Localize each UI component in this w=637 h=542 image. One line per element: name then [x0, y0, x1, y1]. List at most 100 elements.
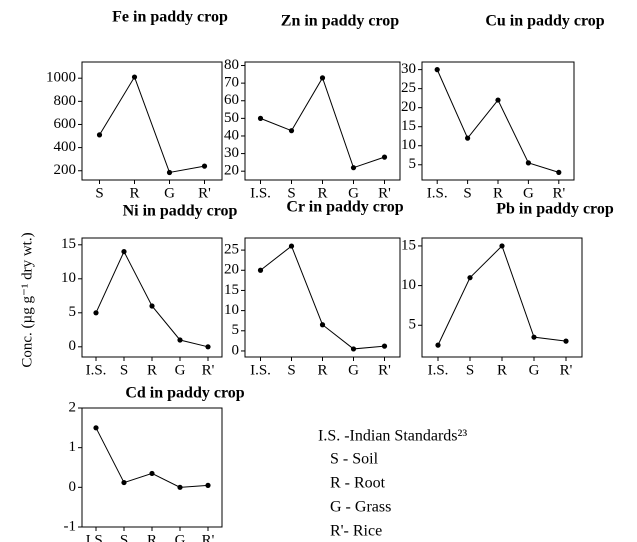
- x-tick-label: S: [287, 185, 295, 201]
- x-tick-label: S: [95, 185, 103, 201]
- data-point: [205, 482, 211, 488]
- data-point: [350, 346, 357, 352]
- data-point: [93, 310, 99, 316]
- chart-title: Cr in paddy crop: [286, 199, 403, 216]
- data-point: [121, 479, 127, 486]
- data-point: [257, 115, 264, 121]
- y-tick-label: 15: [224, 282, 239, 298]
- x-tick-label: R: [317, 185, 327, 201]
- y-tick-label: 80: [224, 57, 239, 73]
- x-tick-label: G: [529, 362, 540, 378]
- data-point: [434, 67, 440, 73]
- x-tick-label: G: [175, 362, 186, 378]
- x-tick-label: R': [378, 185, 391, 201]
- x-tick-label: R': [560, 362, 573, 378]
- data-line: [437, 245, 567, 346]
- y-tick-label: 1: [69, 439, 77, 455]
- y-tick-label: 10: [401, 137, 416, 153]
- data-point: [177, 484, 183, 490]
- y-tick-label: 600: [54, 116, 77, 132]
- y-tick-label: -1: [64, 518, 77, 534]
- chart-title: Cd in paddy crop: [125, 385, 244, 402]
- y-tick-label: 25: [224, 242, 239, 258]
- data-point: [149, 303, 155, 309]
- data-point: [563, 338, 569, 344]
- x-tick-label: S: [120, 532, 128, 542]
- x-tick-label: R: [493, 185, 503, 201]
- key-entry: I.S. -Indian Standards²³: [318, 428, 467, 445]
- x-tick-label: R: [129, 185, 139, 201]
- chart-title: Cu in paddy crop: [485, 13, 604, 30]
- y-tick-label: 30: [401, 61, 416, 77]
- x-tick-label: I.S.: [86, 362, 107, 378]
- y-tick-label: 30: [224, 145, 239, 161]
- data-line: [260, 76, 385, 169]
- y-tick-label: 0: [69, 338, 77, 354]
- plot-frame: [244, 237, 401, 358]
- data-point: [499, 243, 505, 249]
- y-tick-label: 200: [54, 162, 77, 178]
- y-tick-label: 1000: [46, 70, 76, 86]
- data-point: [381, 154, 388, 160]
- y-tick-label: 20: [224, 262, 239, 278]
- y-tick-label: 20: [224, 163, 239, 179]
- data-point: [495, 97, 501, 103]
- data-point: [205, 344, 211, 350]
- y-tick-label: 70: [224, 75, 239, 91]
- data-point: [93, 425, 99, 431]
- data-point: [319, 322, 326, 328]
- data-line: [95, 427, 209, 488]
- y-tick-label: 5: [409, 317, 417, 333]
- key-entry: R'- Rice: [330, 523, 382, 540]
- x-tick-label: I.S.: [250, 185, 271, 201]
- data-point: [131, 74, 138, 80]
- key-entry: S - Soil: [330, 451, 379, 468]
- x-tick-label: G: [523, 185, 534, 201]
- data-point: [350, 165, 357, 171]
- data-point: [381, 343, 388, 349]
- y-tick-label: 10: [224, 302, 239, 318]
- y-tick-label: 2: [69, 399, 77, 415]
- x-tick-label: S: [463, 185, 471, 201]
- x-tick-label: S: [120, 362, 128, 378]
- chart-title: Pb in paddy crop: [496, 201, 614, 218]
- x-tick-label: R': [552, 185, 565, 201]
- plot-frame: [421, 61, 575, 181]
- plot-frame: [421, 237, 583, 358]
- y-tick-label: 25: [401, 80, 416, 96]
- x-tick-label: R: [497, 362, 507, 378]
- y-tick-label: 60: [224, 92, 239, 108]
- y-axis-label: Conc. (µg g⁻¹ dry wt.): [19, 232, 35, 367]
- chart-title: Fe in paddy crop: [112, 9, 228, 26]
- x-tick-label: R': [202, 362, 215, 378]
- data-point: [96, 132, 103, 138]
- x-tick-label: I.S.: [427, 185, 448, 201]
- data-point: [201, 163, 208, 169]
- y-tick-label: 5: [232, 322, 240, 338]
- data-point: [257, 267, 264, 273]
- x-tick-label: I.S.: [250, 362, 271, 378]
- data-point: [435, 342, 441, 348]
- data-point: [467, 275, 473, 281]
- data-point: [525, 160, 532, 166]
- x-tick-label: R': [202, 532, 215, 542]
- y-tick-label: 0: [69, 479, 77, 495]
- data-line: [436, 69, 559, 173]
- data-point: [531, 334, 537, 340]
- key-entry: G - Grass: [330, 499, 391, 516]
- data-point: [465, 135, 471, 141]
- data-point: [121, 249, 127, 255]
- y-tick-label: 10: [401, 277, 416, 293]
- x-tick-label: R: [147, 532, 157, 542]
- data-point: [177, 337, 183, 343]
- x-tick-label: G: [348, 185, 359, 201]
- data-point: [288, 243, 295, 249]
- data-point: [166, 169, 173, 176]
- x-tick-label: I.S.: [86, 532, 107, 542]
- x-tick-label: S: [466, 362, 474, 378]
- y-tick-label: 50: [224, 110, 239, 126]
- y-tick-label: 0: [232, 342, 240, 358]
- y-tick-label: 800: [54, 93, 77, 109]
